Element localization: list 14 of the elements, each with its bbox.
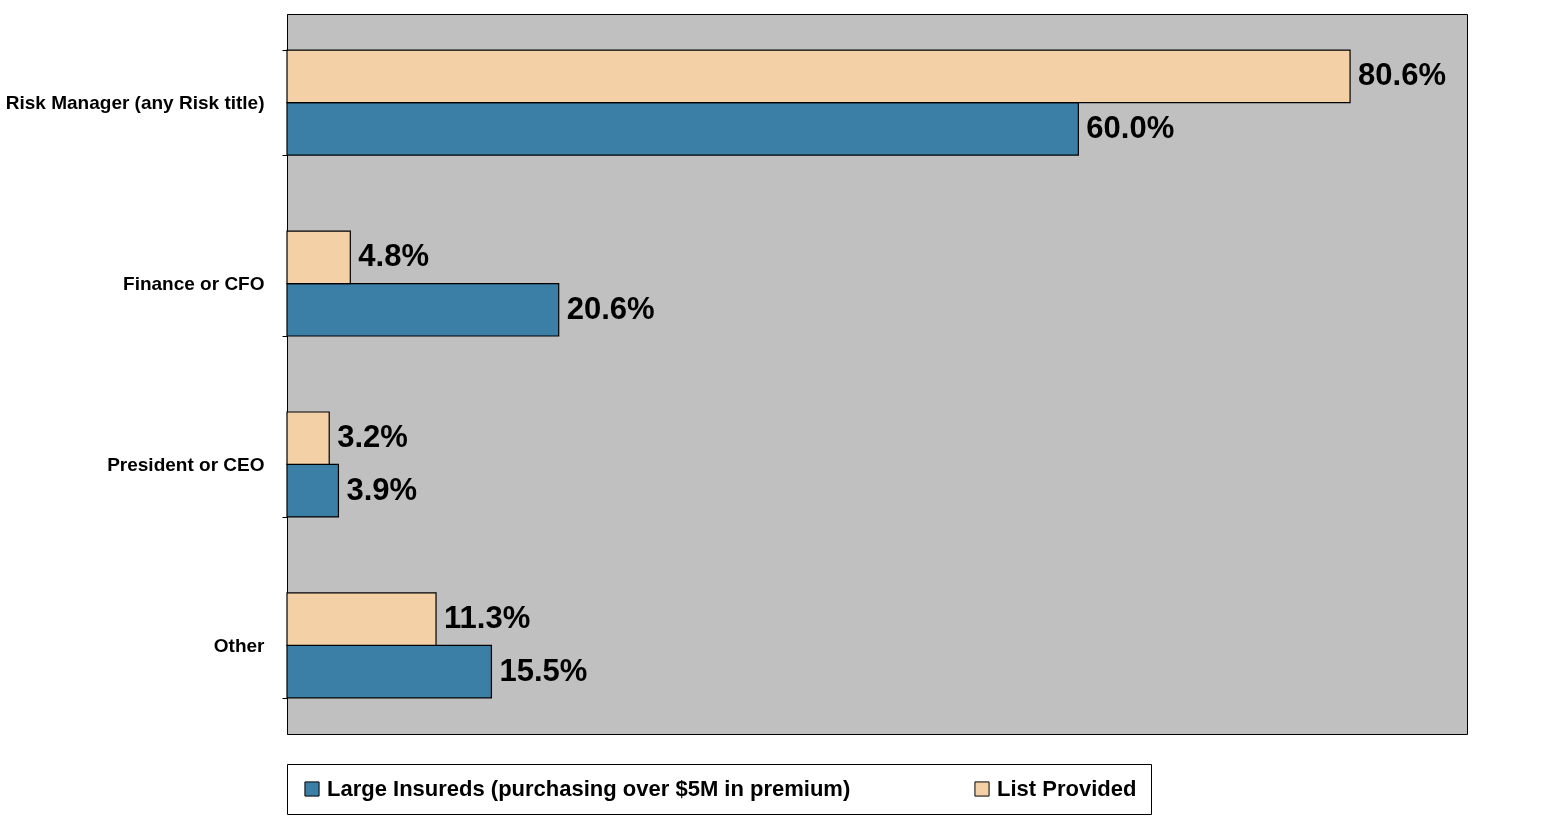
y-tick-label: Other xyxy=(213,634,266,656)
y-tick-label: Finance or CFO xyxy=(123,273,265,295)
data-label: 80.6% xyxy=(1358,57,1446,93)
data-label: 15.5% xyxy=(499,652,588,688)
data-label: 3.9% xyxy=(346,471,418,507)
legend-label: List Provided xyxy=(997,776,1137,801)
data-label: 20.6% xyxy=(566,290,655,326)
data-label: 60.0% xyxy=(1086,109,1175,145)
legend-label: Large Insureds (purchasing over $5M in premium) xyxy=(327,776,851,801)
data-label: 11.3% xyxy=(444,600,531,636)
data-label: 3.2% xyxy=(337,419,408,455)
data-label: 4.8% xyxy=(358,238,429,274)
y-tick-label: President or CEO xyxy=(107,453,265,475)
y-tick-label: Risk Manager (any Risk title) xyxy=(5,92,265,114)
